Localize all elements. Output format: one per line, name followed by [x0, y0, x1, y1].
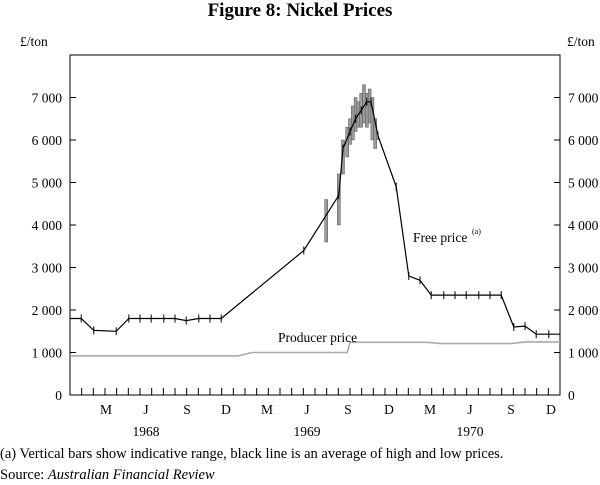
- x-year-label: 1968: [133, 424, 160, 439]
- source-line: Source: Australian Financial Review: [0, 467, 215, 484]
- y-tick-label-right: 6 000: [568, 133, 599, 148]
- x-month-label: M: [261, 402, 273, 417]
- producer-price-label: Producer price: [278, 330, 357, 345]
- x-month-label: J: [143, 402, 148, 417]
- y-tick-label-right: 4 000: [568, 218, 599, 233]
- x-month-label: M: [424, 402, 436, 417]
- y-tick-label-left: 2 000: [32, 303, 63, 318]
- producer-price-line: [70, 341, 560, 357]
- x-month-label: D: [546, 402, 556, 417]
- x-month-label: J: [467, 402, 472, 417]
- x-year-label: 1969: [294, 424, 321, 439]
- free-price-label: Free price: [413, 230, 467, 245]
- y-axis-label-right: £/ton: [567, 34, 595, 49]
- x-year-label: 1970: [457, 424, 484, 439]
- source-name: Australian Financial Review: [47, 467, 215, 483]
- y-tick-label-right: 3 000: [568, 261, 599, 276]
- y-tick-label-left: 3 000: [32, 261, 63, 276]
- y-tick-label-right: 2 000: [568, 303, 599, 318]
- x-month-label: J: [304, 402, 309, 417]
- range-bar: [373, 118, 377, 149]
- source-prefix: Source:: [0, 467, 48, 483]
- x-month-label: D: [221, 402, 231, 417]
- free-price-line: [70, 101, 560, 335]
- range-bar: [341, 139, 345, 175]
- x-month-label: S: [183, 402, 191, 417]
- footnote: (a) Vertical bars show indicative range,…: [0, 446, 504, 462]
- chart-title: Figure 8: Nickel Prices: [207, 0, 393, 21]
- y-tick-label-right: 5 000: [568, 176, 599, 191]
- y-tick-label-right: 1 000: [568, 346, 599, 361]
- nickel-price-chart: £/ton £/ton 0 0 1 000 1 000 2 000 2 000 3 000 3…: [20, 34, 599, 439]
- y-axis-label-left: £/ton: [20, 34, 48, 49]
- y-tick-label-left: 7 000: [32, 91, 63, 106]
- y-tick-label-left: 0: [55, 388, 62, 403]
- y-tick-label-left: 4 000: [32, 218, 63, 233]
- range-bar: [337, 173, 341, 226]
- y-tick-label-left: 1 000: [32, 346, 63, 361]
- range-bar: [324, 199, 328, 243]
- x-month-label: D: [384, 402, 394, 417]
- x-month-label: S: [507, 402, 515, 417]
- y-tick-label-left: 5 000: [32, 176, 63, 191]
- free-price-label-superscript: (a): [472, 227, 481, 236]
- y-tick-label-right: 7 000: [568, 91, 599, 106]
- y-tick-label-right: 0: [568, 388, 575, 403]
- y-tick-label-left: 6 000: [32, 133, 63, 148]
- x-month-label: M: [100, 402, 112, 417]
- x-month-label: S: [344, 402, 352, 417]
